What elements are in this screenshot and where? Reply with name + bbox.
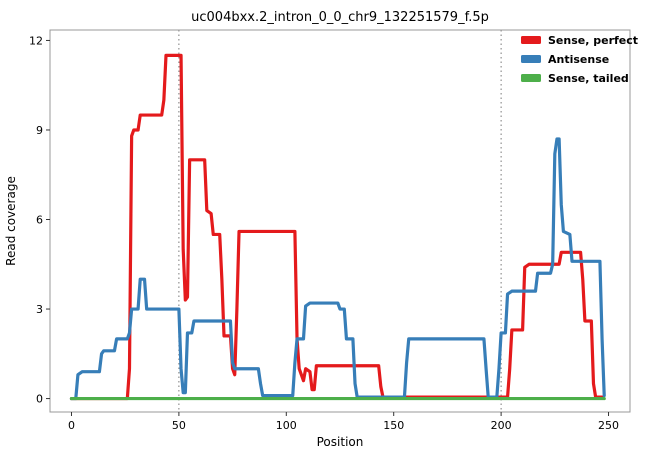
y-axis: 0 3 6 9 12 [29, 34, 50, 406]
y-tick-label: 6 [36, 214, 43, 227]
plot-panel-border [49, 29, 631, 413]
series-line-sense-perfect [69, 53, 604, 401]
legend: Sense, perfect Antisense Sense, tailed [516, 32, 638, 95]
reference-vlines [178, 30, 502, 412]
series-line-antisense [69, 137, 606, 401]
x-tick-label: 100 [276, 419, 297, 432]
x-tick-label: 0 [68, 419, 75, 432]
legend-swatch-sense-perfect [521, 36, 541, 44]
x-axis: 0 50 100 150 200 250 [68, 412, 619, 432]
y-tick-label: 0 [36, 393, 43, 406]
x-tick-label: 200 [491, 419, 512, 432]
legend-swatch-sense-tailed [521, 74, 541, 82]
chart-title: uc004bxx.2_intron_0_0_chr9_132251579_f.5… [191, 10, 489, 25]
x-tick-label: 150 [383, 419, 404, 432]
y-axis-label: Read coverage [4, 176, 18, 266]
legend-label-sense-perfect: Sense, perfect [548, 34, 638, 47]
x-tick-label: 250 [598, 419, 619, 432]
y-tick-label: 3 [36, 303, 43, 316]
x-tick-label: 50 [172, 419, 186, 432]
y-tick-label: 12 [29, 34, 43, 47]
x-axis-label: Position [317, 435, 364, 449]
legend-label-antisense: Antisense [548, 53, 609, 66]
series-lines [69, 53, 606, 401]
legend-label-sense-tailed: Sense, tailed [548, 72, 629, 85]
y-tick-label: 9 [36, 124, 43, 137]
legend-swatch-antisense [521, 55, 541, 63]
